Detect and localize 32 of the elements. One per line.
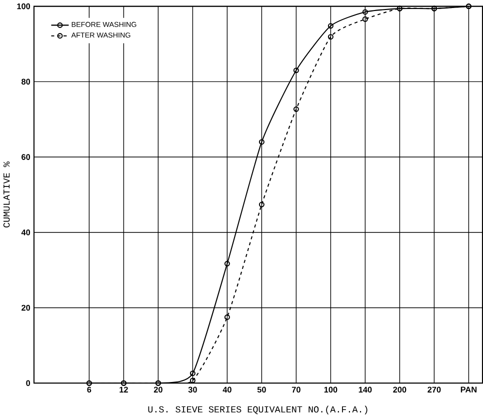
y-tick-label: 0 bbox=[26, 380, 30, 386]
x-tick-label: 6 bbox=[87, 386, 92, 393]
point bbox=[362, 9, 368, 15]
y-tick-label: 40 bbox=[21, 230, 30, 236]
y-tick-label: 60 bbox=[22, 154, 30, 160]
x-tick-label: 100 bbox=[324, 386, 338, 393]
x-tick-label: 140 bbox=[358, 386, 372, 393]
point bbox=[224, 314, 230, 320]
point bbox=[293, 106, 299, 112]
point bbox=[258, 139, 264, 145]
point bbox=[258, 202, 264, 208]
x-tick-label: 20 bbox=[154, 386, 162, 393]
point bbox=[328, 23, 334, 29]
point bbox=[328, 34, 334, 40]
y-tick-label: 20 bbox=[22, 305, 30, 311]
x-tick-label: 40 bbox=[222, 386, 232, 393]
y-axis-title: CUMULATIVE % bbox=[3, 162, 10, 228]
y-tick-label: 80 bbox=[22, 78, 30, 85]
x-tick-label: 270 bbox=[428, 386, 441, 393]
point bbox=[362, 16, 368, 22]
point bbox=[190, 370, 196, 376]
point bbox=[190, 378, 196, 384]
x-tick-label: 12 bbox=[120, 386, 128, 393]
y-tick-label: 100 bbox=[17, 4, 30, 10]
x-tick-label: 200 bbox=[393, 386, 406, 393]
x-tick-label: 30 bbox=[188, 386, 197, 393]
x-tick-label: 50 bbox=[257, 386, 266, 393]
x-tick-label: PAN bbox=[460, 386, 476, 393]
point bbox=[293, 68, 299, 74]
x-axis-title: U.S. SIEVE SERIES EQUIVALENT NO.(A.F.A.) bbox=[148, 406, 368, 414]
point bbox=[224, 261, 230, 267]
x-tick-label: 70 bbox=[292, 386, 300, 393]
